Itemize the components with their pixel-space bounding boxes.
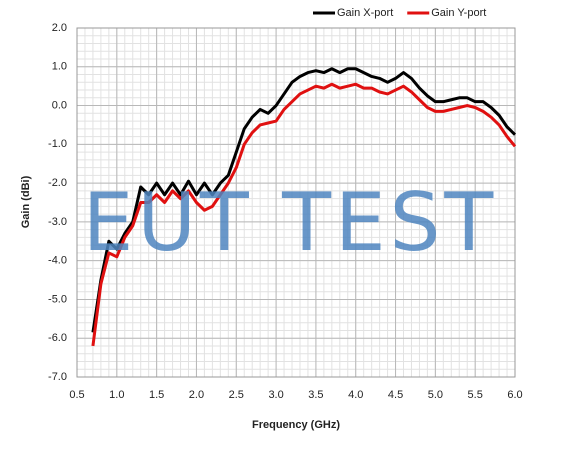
y-tick-label: -7.0 (48, 371, 67, 383)
series-line (91, 67, 517, 333)
x-tick-label: 2.5 (229, 389, 244, 401)
x-tick-label: 1.0 (109, 389, 124, 401)
y-tick-label: 2.0 (52, 22, 67, 34)
x-tick-label: 2.0 (189, 389, 204, 401)
y-tick-label: -1.0 (48, 138, 67, 150)
x-tick-label: 4.5 (388, 389, 403, 401)
x-tick-label: 3.0 (268, 389, 283, 401)
x-tick-label: 5.0 (428, 389, 443, 401)
x-tick-label: 0.5 (69, 389, 84, 401)
legend-label: Gain Y-port (431, 7, 486, 19)
x-axis-title: Frequency (GHz) (252, 419, 340, 431)
y-tick-label: -5.0 (48, 293, 67, 305)
y-tick-label: -6.0 (48, 332, 67, 344)
y-tick-label: -3.0 (48, 216, 67, 228)
x-tick-label: 3.5 (308, 389, 323, 401)
y-tick-label: 0.0 (52, 99, 67, 111)
y-axis-title: Gain (dBi) (20, 175, 32, 228)
x-tick-label: 4.0 (348, 389, 363, 401)
legend-label: Gain X-port (337, 7, 393, 19)
y-tick-label: -4.0 (48, 255, 67, 267)
x-tick-label: 5.5 (468, 389, 483, 401)
y-tick-label: -2.0 (48, 177, 67, 189)
plot-frame (76, 27, 516, 378)
series-line (91, 82, 517, 347)
x-tick-label: 6.0 (507, 389, 522, 401)
watermark: EUT TEST (83, 176, 497, 269)
y-tick-label: 1.0 (52, 61, 67, 73)
x-tick-label: 1.5 (149, 389, 164, 401)
